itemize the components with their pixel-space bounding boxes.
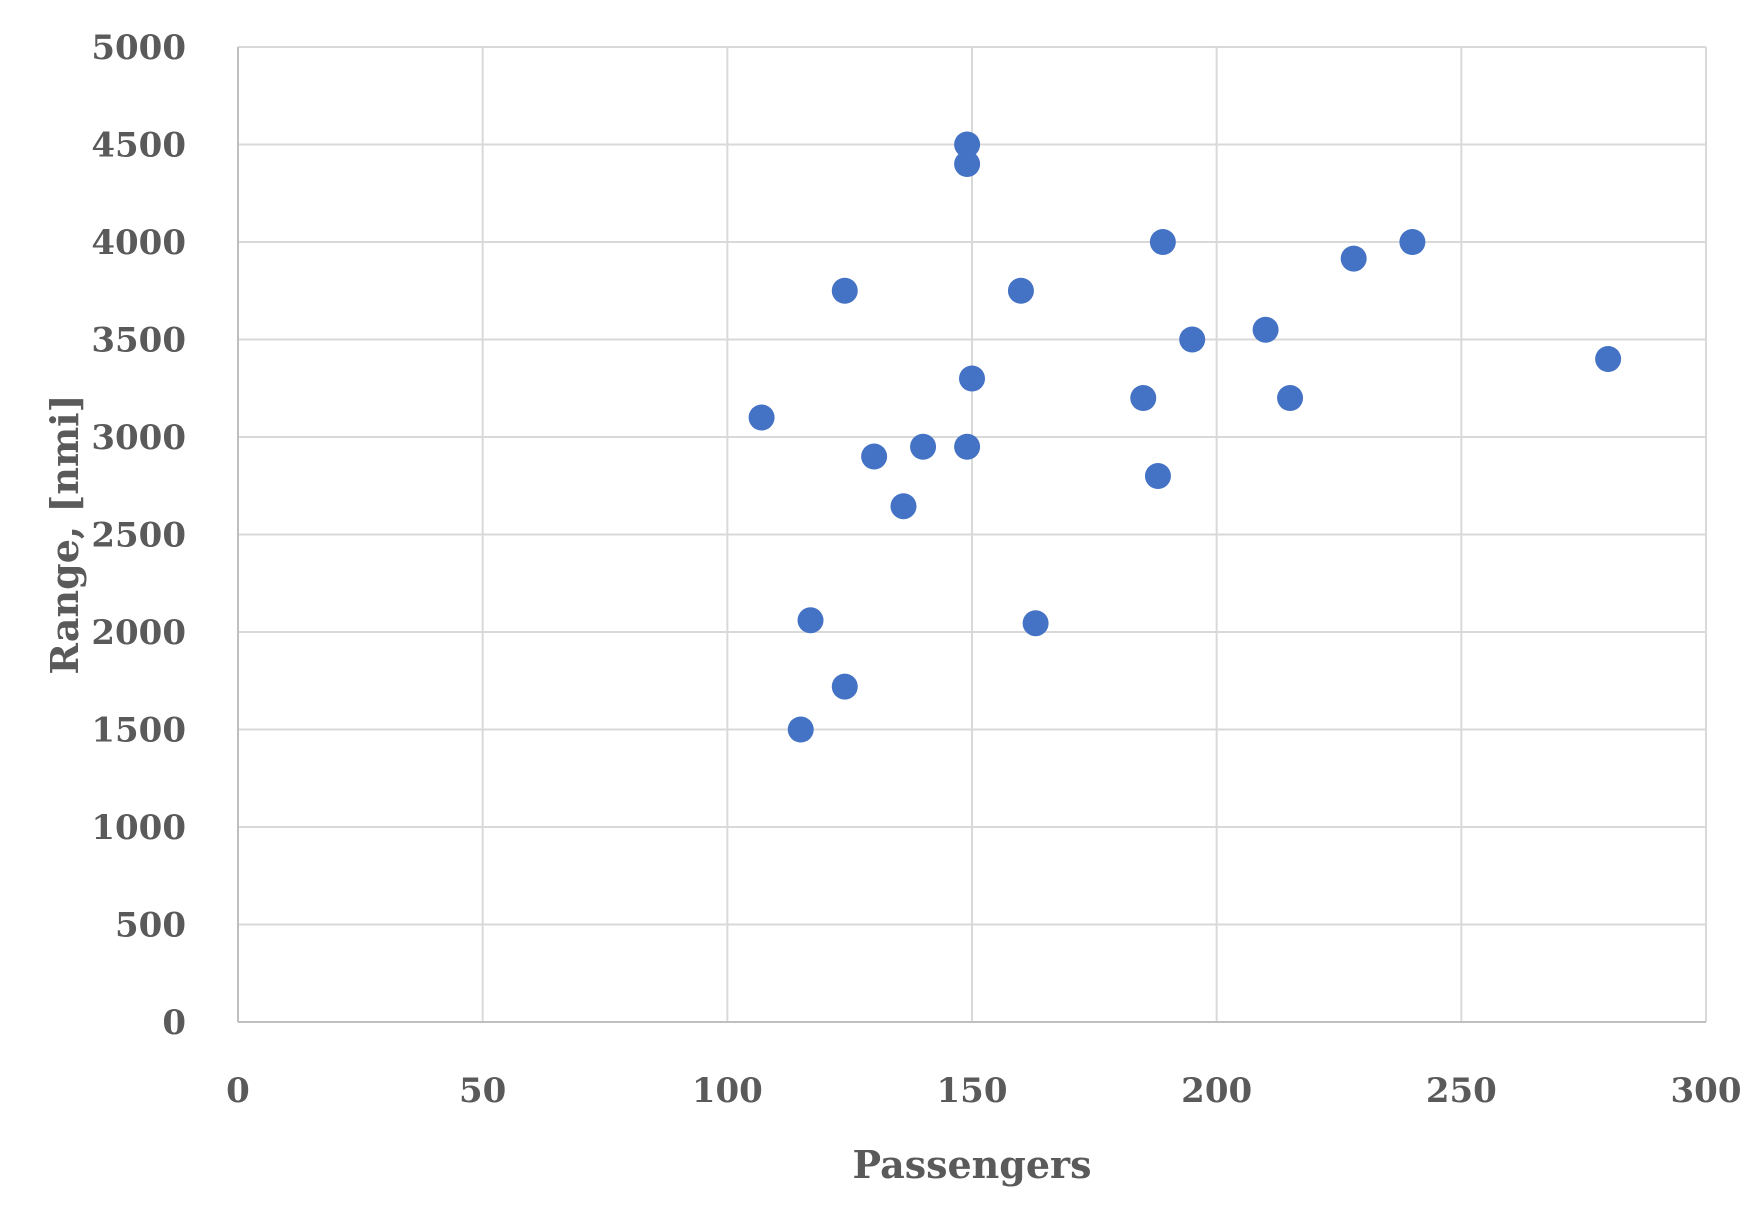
y-tick-label: 500 xyxy=(115,906,186,946)
data-point xyxy=(1149,229,1176,255)
y-tick-label: 4500 xyxy=(91,126,186,166)
x-tick-label: 100 xyxy=(692,1071,763,1111)
data-point xyxy=(831,673,858,700)
data-point xyxy=(787,716,814,743)
x-tick-label: 200 xyxy=(1181,1071,1252,1111)
y-tick-label: 2500 xyxy=(91,516,186,556)
data-point xyxy=(910,433,937,460)
data-point xyxy=(1007,277,1034,304)
data-point xyxy=(954,131,981,158)
data-point xyxy=(959,365,985,392)
data-point xyxy=(1179,326,1206,353)
data-point xyxy=(954,151,981,177)
data-point xyxy=(954,433,981,460)
y-tick-label: 1000 xyxy=(91,808,186,848)
y-tick-label: 5000 xyxy=(91,28,186,68)
data-point xyxy=(1252,316,1279,343)
data-point xyxy=(890,493,917,520)
data-point xyxy=(1340,245,1367,272)
y-tick-label: 1500 xyxy=(91,711,186,751)
x-axis-title: Passengers xyxy=(853,1142,1092,1187)
data-point xyxy=(748,404,775,431)
y-tick-label: 4000 xyxy=(91,223,186,263)
data-point xyxy=(1130,385,1157,411)
data-point-layer xyxy=(748,131,1622,743)
y-tick-label: 2000 xyxy=(91,613,186,653)
data-point xyxy=(1399,229,1426,255)
data-point xyxy=(861,443,888,470)
x-tick-label: 0 xyxy=(226,1071,250,1111)
data-point xyxy=(1277,385,1304,411)
y-tick-label: 3500 xyxy=(91,321,186,361)
grid-layer xyxy=(238,46,1707,1022)
data-point xyxy=(1144,463,1171,489)
axis-layer xyxy=(237,47,1706,1023)
y-axis-title: Range, [nmi] xyxy=(42,394,87,674)
x-tick-label: 50 xyxy=(459,1071,506,1111)
x-tick-label: 300 xyxy=(1671,1071,1742,1111)
data-point xyxy=(831,277,858,304)
tick-label-layer: 0500100015002000250030003500400045005000… xyxy=(91,28,1741,1111)
data-point xyxy=(797,607,824,634)
y-tick-label: 3000 xyxy=(91,418,186,458)
data-point xyxy=(1595,346,1622,372)
data-point xyxy=(1022,610,1049,637)
y-tick-label: 0 xyxy=(162,1003,186,1043)
x-tick-label: 250 xyxy=(1426,1071,1497,1111)
x-tick-label: 150 xyxy=(937,1071,1008,1111)
